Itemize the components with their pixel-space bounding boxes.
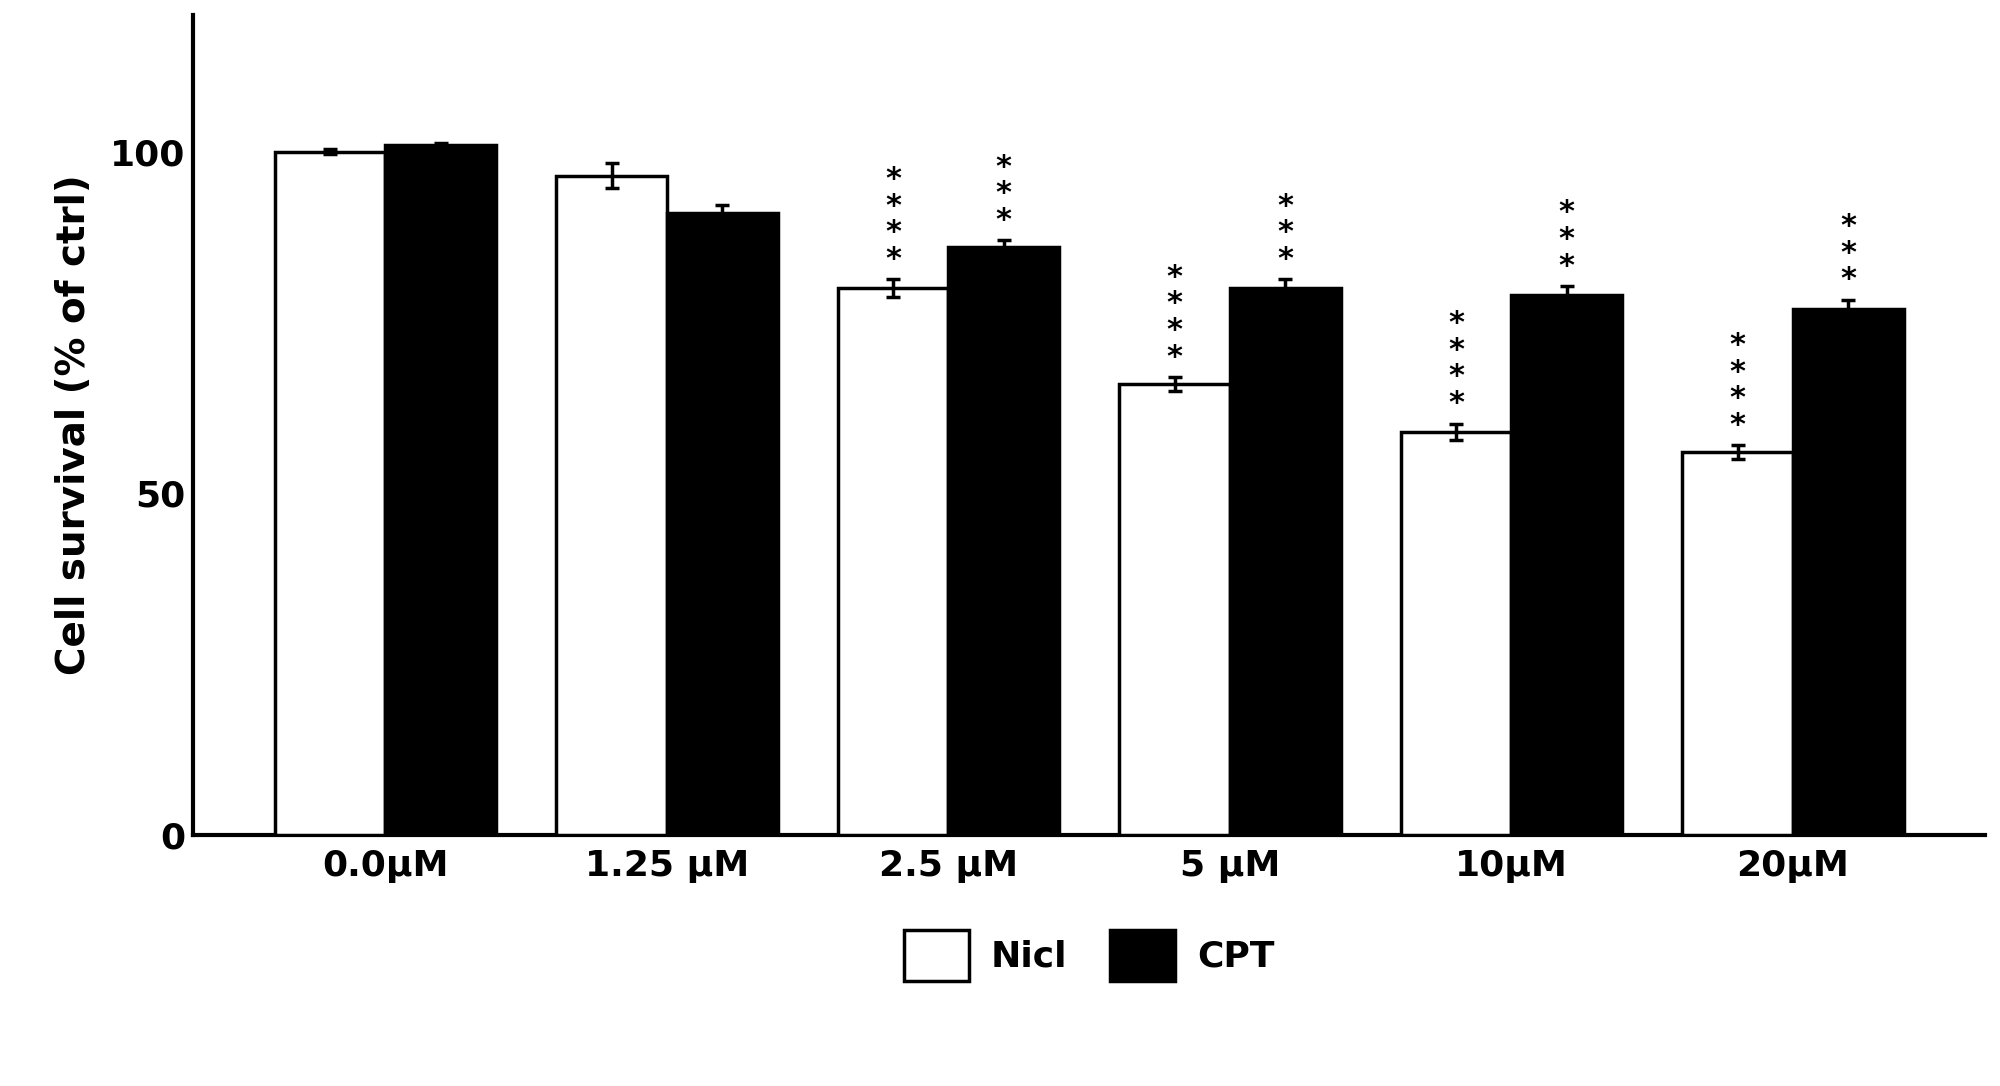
Text: *
*
*: * * * — [996, 153, 1012, 235]
Bar — [1792, 308, 1904, 835]
Bar — [1682, 452, 1792, 835]
Text: *
*
*
*: * * * * — [1448, 310, 1464, 418]
Y-axis label: Cell survival (% of ctrl): Cell survival (% of ctrl) — [56, 175, 94, 675]
Bar — [556, 176, 666, 835]
Bar — [666, 213, 778, 835]
Legend: Nicl, CPT: Nicl, CPT — [904, 930, 1274, 981]
Text: *
*
*
*: * * * * — [886, 165, 902, 274]
Text: *
*
*: * * * — [1278, 191, 1294, 274]
Text: *
*
*
*: * * * * — [1166, 263, 1182, 371]
Text: *
*
*
*: * * * * — [1730, 331, 1746, 440]
Bar — [1120, 384, 1230, 835]
Bar — [1512, 295, 1622, 835]
Bar — [838, 288, 948, 835]
Text: *
*
*: * * * — [1558, 199, 1574, 281]
Bar — [1400, 432, 1512, 835]
Bar — [386, 144, 496, 835]
Text: *
*
*: * * * — [1840, 212, 1856, 294]
Bar — [274, 152, 386, 835]
Bar — [1230, 288, 1340, 835]
Bar — [948, 248, 1060, 835]
